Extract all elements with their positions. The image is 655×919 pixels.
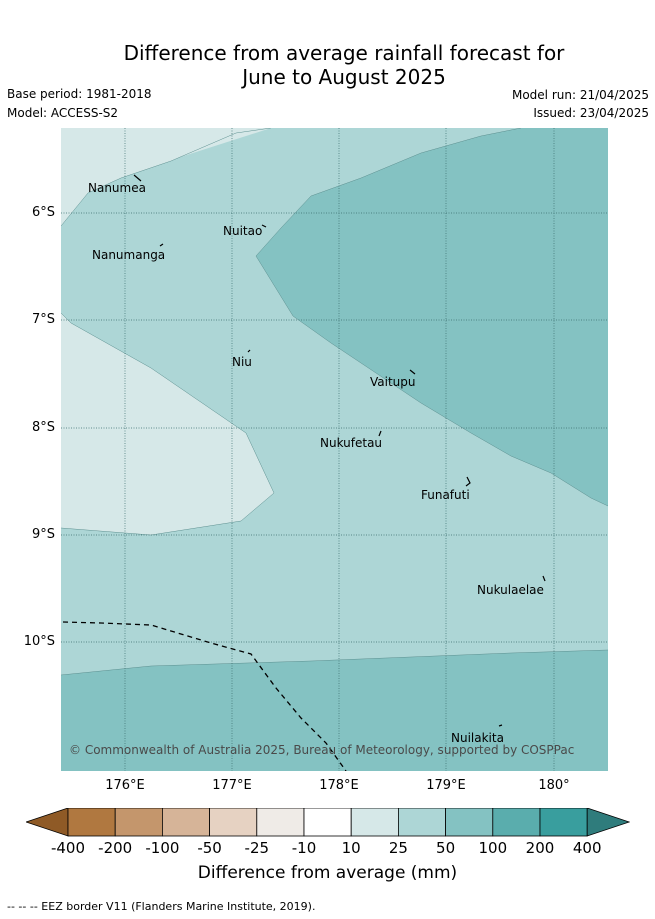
colorbar-tick-label: -200 bbox=[98, 839, 133, 857]
place-nuilakita: Nuilakita bbox=[451, 731, 504, 745]
lat-label-10s: 10°S bbox=[23, 634, 55, 649]
colorbar-tick-label: 400 bbox=[572, 839, 602, 857]
colorbar-segment bbox=[539, 808, 588, 837]
rainfall-map: Nanumea Nuitao Nanumanga Niu Vaitupu Nuk… bbox=[61, 128, 608, 771]
colorbar-segment bbox=[445, 808, 494, 837]
place-nukufetau: Nukufetau bbox=[320, 436, 382, 450]
colorbar-tick-label: 25 bbox=[388, 839, 408, 857]
copyright-notice: © Commonwealth of Australia 2025, Bureau… bbox=[69, 743, 574, 757]
colorbar-segment bbox=[303, 808, 352, 837]
colorbar-segment bbox=[209, 808, 258, 837]
colorbar-tick-label: -10 bbox=[291, 839, 317, 857]
place-nukulaelae: Nukulaelae bbox=[477, 583, 544, 597]
colorbar-tick-label: 100 bbox=[478, 839, 508, 857]
colorbar-tick-label: -25 bbox=[244, 839, 270, 857]
place-funafuti: Funafuti bbox=[421, 488, 470, 502]
colorbar-extend-low bbox=[26, 808, 69, 837]
place-nanumea: Nanumea bbox=[88, 181, 146, 195]
dark-zone-south bbox=[61, 650, 608, 771]
place-vaitupu: Vaitupu bbox=[370, 375, 416, 389]
base-period: Base period: 1981-2018 bbox=[7, 87, 152, 101]
light-zone-west bbox=[61, 313, 274, 535]
model-run: Model run: 21/04/2025 bbox=[511, 88, 649, 102]
place-labels: Nanumea Nuitao Nanumanga Niu Vaitupu Nuk… bbox=[88, 181, 544, 745]
lon-label-176e: 176°E bbox=[105, 778, 145, 793]
place-niu: Niu bbox=[232, 355, 252, 369]
colorbar-segment bbox=[350, 808, 399, 837]
lon-label-177e: 177°E bbox=[212, 778, 252, 793]
colorbar-segment bbox=[397, 808, 446, 837]
lon-label-178e: 178°E bbox=[319, 778, 359, 793]
map-title: Difference from average rainfall forecas… bbox=[0, 41, 655, 89]
eez-border bbox=[62, 621, 347, 771]
colorbar-tick-label: -50 bbox=[197, 839, 222, 857]
place-nuitao: Nuitao bbox=[223, 224, 262, 238]
colorbar-segment bbox=[161, 808, 210, 837]
colorbar-segment bbox=[492, 808, 541, 837]
title-line-1: Difference from average rainfall forecas… bbox=[123, 41, 565, 65]
colorbar-segment bbox=[67, 808, 116, 837]
colorbar bbox=[26, 808, 630, 837]
place-nanumanga: Nanumanga bbox=[92, 248, 165, 262]
colorbar-title: Difference from average (mm) bbox=[197, 863, 458, 883]
colorbar-tick-label: 10 bbox=[341, 839, 361, 857]
colorbar-tick-label: 200 bbox=[525, 839, 555, 857]
colorbar-tick-label: -100 bbox=[145, 839, 180, 857]
lat-label-9s: 9°S bbox=[31, 527, 55, 542]
contour-lines bbox=[61, 128, 608, 676]
dark-zone-east bbox=[256, 128, 608, 506]
colorbar-segment bbox=[114, 808, 163, 837]
lon-label-180: 180° bbox=[538, 778, 570, 793]
eez-legend: -- -- -- EEZ border V11 (Flanders Marine… bbox=[7, 900, 316, 913]
island-marks bbox=[133, 174, 546, 727]
lat-label-6s: 6°S bbox=[31, 205, 55, 220]
colorbar-tick-label: -400 bbox=[50, 839, 86, 857]
model-name: Model: ACCESS-S2 bbox=[7, 106, 119, 120]
colorbar-tick-label: 50 bbox=[436, 839, 456, 857]
lat-label-7s: 7°S bbox=[31, 312, 55, 327]
lon-label-179e: 179°E bbox=[426, 778, 466, 793]
colorbar-segment bbox=[256, 808, 305, 837]
colorbar-extend-high bbox=[586, 808, 630, 837]
issued-date: Issued: 23/04/2025 bbox=[533, 106, 649, 120]
title-line-2: June to August 2025 bbox=[242, 65, 446, 89]
lat-label-8s: 8°S bbox=[31, 420, 55, 435]
graticule bbox=[61, 128, 608, 771]
